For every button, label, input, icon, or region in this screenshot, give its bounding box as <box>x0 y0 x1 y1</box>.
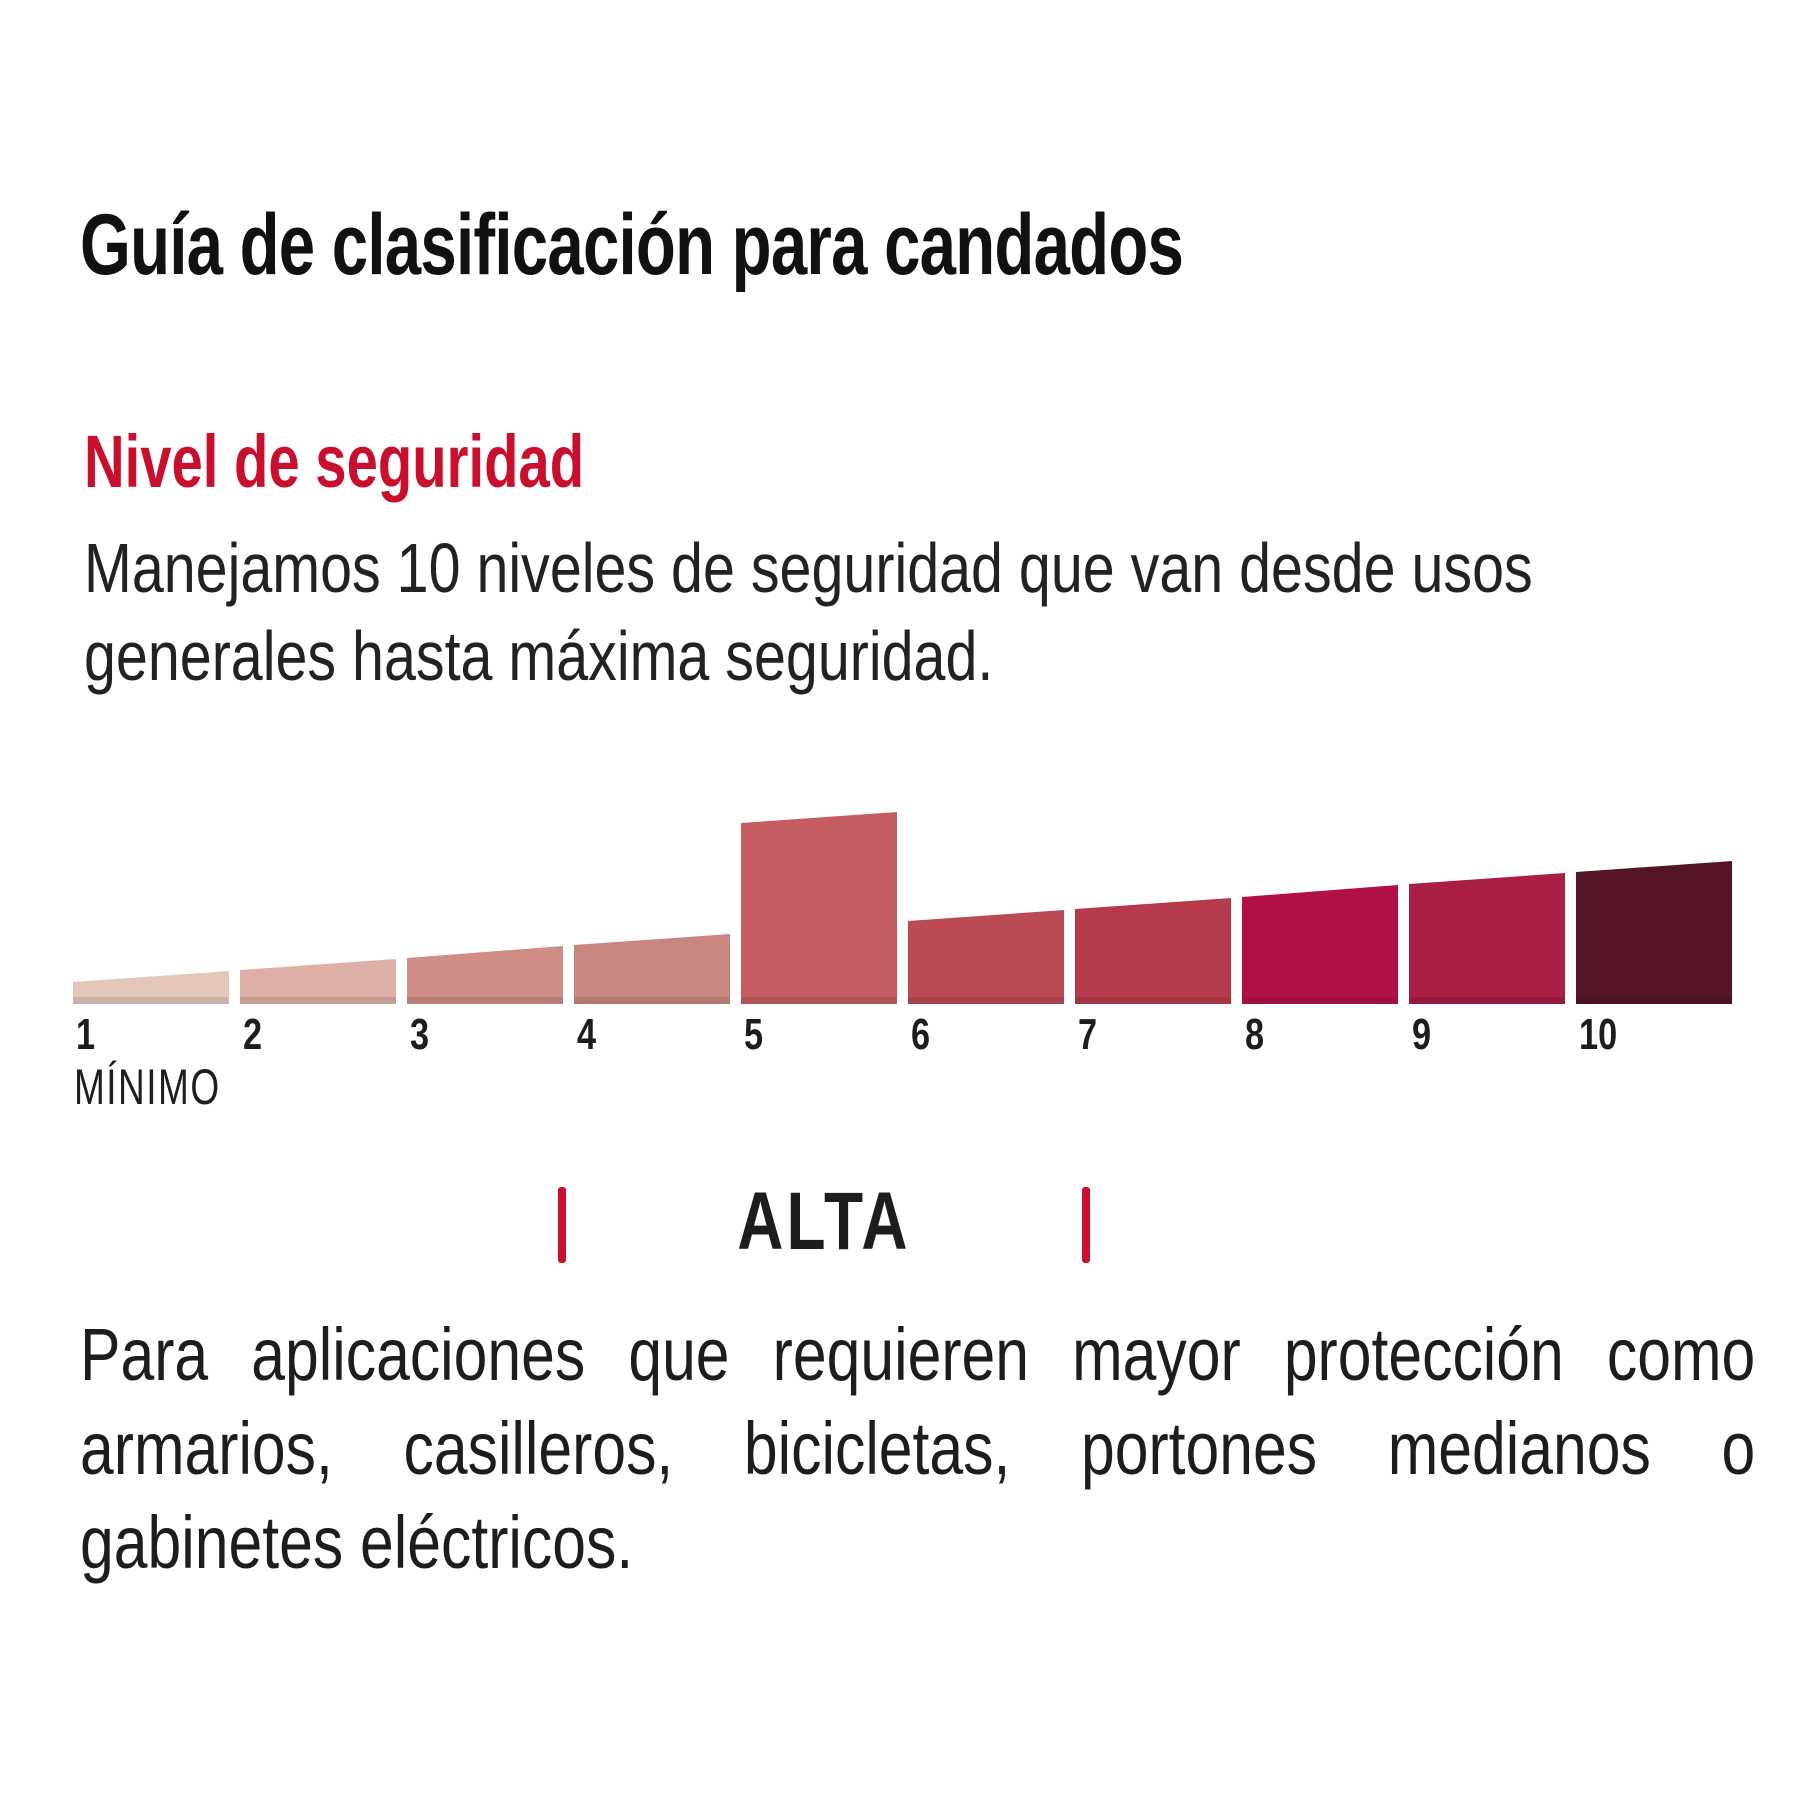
bar-number-label-4: 4 <box>577 1010 597 1059</box>
description-line-2: armarios, casilleros, bicicletas, porton… <box>80 1407 1756 1490</box>
bar-number-label-2: 2 <box>243 1010 263 1059</box>
security-level-heading: Nivel de seguridad <box>84 420 585 503</box>
alta-left-marker-line <box>558 1187 566 1263</box>
bar-base-shadow <box>1576 997 1732 1004</box>
bar-level-1 <box>73 971 229 1004</box>
bar-number-label-3: 3 <box>410 1010 430 1059</box>
alta-right-marker-line <box>1082 1187 1090 1263</box>
bar-base-shadow <box>407 997 563 1004</box>
bar-level-10 <box>1576 861 1732 1004</box>
bar-number-label-6: 6 <box>911 1010 931 1059</box>
bar-level-3 <box>407 946 563 1004</box>
bar-base-shadow <box>1242 997 1398 1004</box>
bar-level-4 <box>574 934 730 1004</box>
bar-base-shadow <box>574 997 730 1004</box>
bar-base-shadow <box>908 997 1064 1004</box>
bar-number-label-9: 9 <box>1412 1010 1432 1059</box>
description-line-3: gabinetes eléctricos. <box>80 1501 634 1584</box>
bar-base-shadow <box>73 997 229 1004</box>
bar-level-2 <box>240 959 396 1004</box>
bar-level-7 <box>1075 898 1231 1004</box>
bar-level-6 <box>908 910 1064 1004</box>
intro-line-1: Manejamos 10 niveles de seguridad que va… <box>84 529 1533 607</box>
bar-base-shadow <box>1409 997 1565 1004</box>
bar-number-label-10: 10 <box>1579 1010 1618 1059</box>
bar-level-8 <box>1242 885 1398 1004</box>
bar-base-shadow <box>1075 997 1231 1004</box>
application-description: Para aplicaciones que requieren mayor pr… <box>80 1308 1755 1590</box>
bar-base-shadow <box>741 997 897 1004</box>
intro-line-2: generales hasta máxima seguridad. <box>84 617 994 695</box>
minimo-axis-label: MÍNIMO <box>74 1059 221 1115</box>
page-title: Guía de clasificación para candados <box>80 197 1184 293</box>
bar-number-label-1: 1 <box>76 1010 96 1059</box>
bar-number-label-5: 5 <box>744 1010 764 1059</box>
bar-level-9 <box>1409 873 1565 1004</box>
bar-level-5 <box>741 812 897 1004</box>
bar-number-label-7: 7 <box>1078 1010 1098 1059</box>
bar-number-label-8: 8 <box>1245 1010 1265 1059</box>
alta-level-label: ALTA <box>737 1176 911 1267</box>
intro-text: Manejamos 10 niveles de seguridad que va… <box>84 524 1533 700</box>
bar-base-shadow <box>240 997 396 1004</box>
description-line-1: Para aplicaciones que requieren mayor pr… <box>80 1313 1756 1396</box>
